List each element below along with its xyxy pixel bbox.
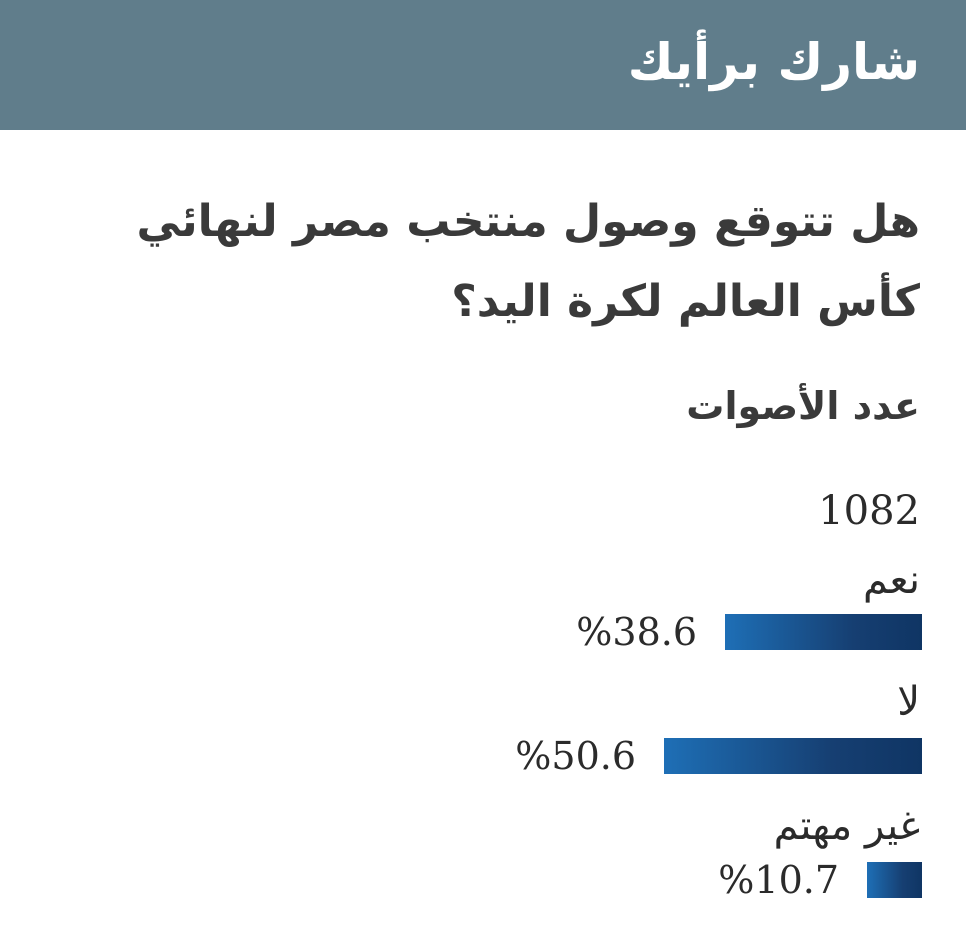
percent-symbol: % (576, 610, 613, 654)
option-result-no: % 50.6 (515, 736, 922, 776)
header-title: شارك برأيك (627, 33, 920, 91)
option-label-yes: نعم (862, 557, 920, 603)
option-label-not-interested: غير مهتم (773, 803, 920, 849)
percent-value-not-interested: 10.7 (754, 858, 839, 902)
result-bar-yes (725, 614, 922, 650)
votes-count-label: عدد الأصوات (686, 384, 920, 428)
votes-count-value: 1082 (818, 488, 920, 534)
result-percent-not-interested: % 10.7 (718, 860, 853, 900)
option-result-yes: % 38.6 (576, 612, 922, 652)
result-percent-no: % 50.6 (515, 736, 650, 776)
result-bar-no (664, 738, 922, 774)
percent-symbol: % (515, 734, 552, 778)
option-result-not-interested: % 10.7 (718, 860, 922, 900)
result-percent-yes: % 38.6 (576, 612, 711, 652)
percent-value-no: 50.6 (551, 734, 636, 778)
poll-header: شارك برأيك (0, 0, 966, 130)
percent-value-yes: 38.6 (612, 610, 697, 654)
result-bar-not-interested (867, 862, 922, 898)
percent-symbol: % (718, 858, 755, 902)
option-label-no: لا (897, 679, 920, 725)
poll-question: هل تتوقع وصول منتخب مصر لنهائي كأس العال… (136, 196, 920, 327)
